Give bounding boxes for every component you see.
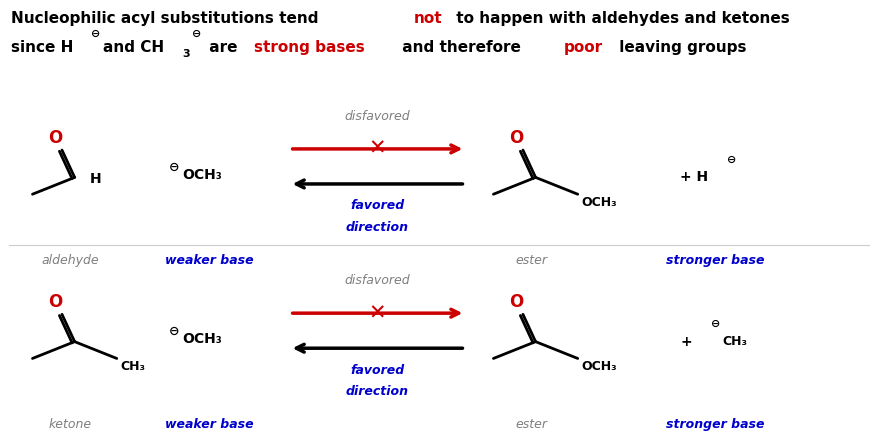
Text: weaker base: weaker base [165, 418, 253, 431]
Text: to happen with aldehydes and ketones: to happen with aldehydes and ketones [451, 11, 789, 26]
Text: CH₃: CH₃ [120, 360, 145, 373]
Text: Nucleophilic acyl substitutions tend: Nucleophilic acyl substitutions tend [11, 11, 323, 26]
Text: O: O [47, 129, 62, 147]
Text: aldehyde: aldehyde [41, 254, 99, 267]
Text: O: O [47, 293, 62, 311]
Text: ester: ester [515, 418, 546, 431]
Text: O: O [508, 293, 523, 311]
Text: poor: poor [563, 40, 602, 55]
Text: ketone: ketone [48, 418, 92, 431]
Text: H: H [89, 173, 101, 187]
Text: favored: favored [350, 199, 404, 212]
Text: ✕: ✕ [368, 139, 386, 159]
Text: +: + [680, 335, 691, 349]
Text: and CH: and CH [103, 40, 164, 55]
Text: ester: ester [515, 254, 546, 267]
Text: OCH₃: OCH₃ [182, 168, 222, 182]
Text: OCH₃: OCH₃ [581, 196, 617, 209]
Text: direction: direction [346, 221, 409, 234]
Text: weaker base: weaker base [165, 254, 253, 267]
Text: not: not [414, 11, 442, 26]
Text: ⊖: ⊖ [168, 325, 179, 338]
Text: ⊖: ⊖ [710, 319, 720, 329]
Text: ⊖: ⊖ [168, 161, 179, 174]
Text: ✕: ✕ [368, 303, 386, 323]
Text: CH₃: CH₃ [722, 335, 746, 348]
Text: OCH₃: OCH₃ [581, 360, 617, 373]
Text: direction: direction [346, 385, 409, 399]
Text: disfavored: disfavored [345, 274, 410, 287]
Text: 3: 3 [182, 49, 189, 59]
Text: leaving groups: leaving groups [613, 40, 745, 55]
Text: stronger base: stronger base [666, 254, 764, 267]
Text: ⊖: ⊖ [191, 29, 201, 39]
Text: are: are [203, 40, 242, 55]
Text: strong bases: strong bases [253, 40, 364, 55]
Text: stronger base: stronger base [666, 418, 764, 431]
Text: since H: since H [11, 40, 73, 55]
Text: OCH₃: OCH₃ [182, 332, 222, 346]
Text: ⊖: ⊖ [726, 155, 736, 165]
Text: disfavored: disfavored [345, 110, 410, 123]
Text: ⊖: ⊖ [91, 29, 100, 39]
Text: and therefore: and therefore [396, 40, 525, 55]
Text: + H: + H [680, 170, 708, 184]
Text: favored: favored [350, 364, 404, 377]
Text: O: O [508, 129, 523, 147]
